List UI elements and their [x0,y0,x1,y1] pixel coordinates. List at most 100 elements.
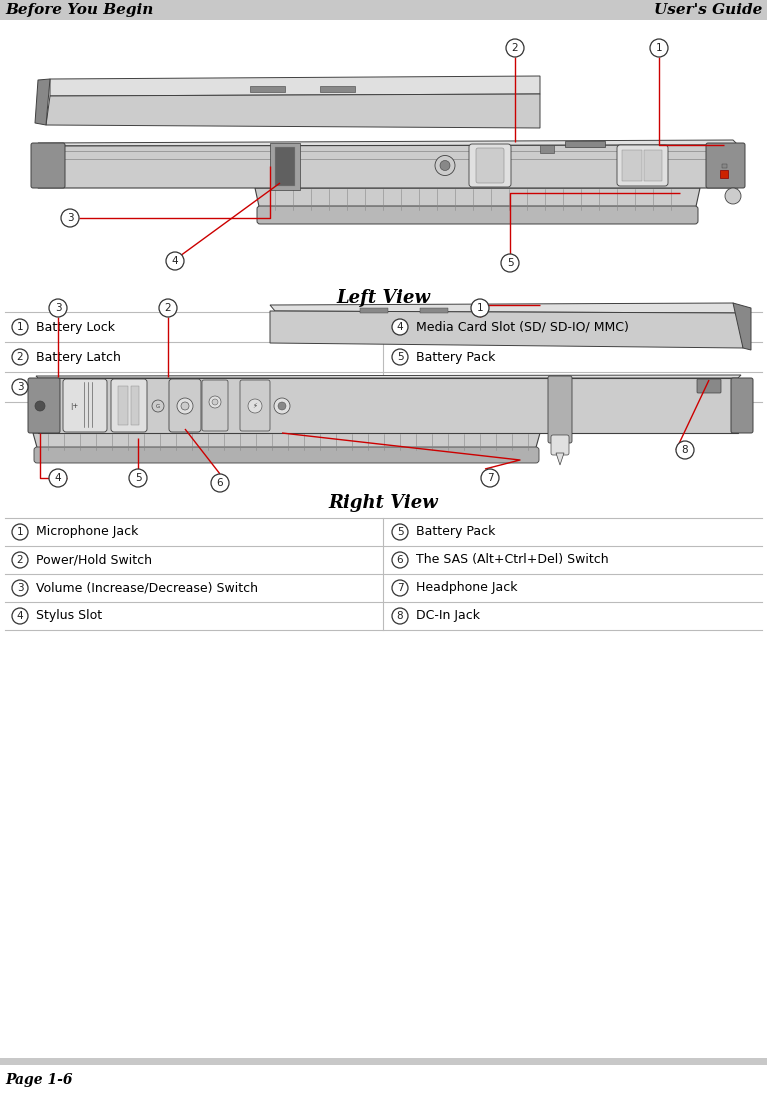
Text: 2: 2 [17,555,23,565]
Text: 5: 5 [397,527,403,537]
Circle shape [35,401,45,411]
Text: 6: 6 [217,479,223,487]
Circle shape [12,580,28,596]
FancyBboxPatch shape [63,379,107,432]
Circle shape [274,398,290,414]
Circle shape [392,319,408,335]
FancyBboxPatch shape [31,143,65,188]
Text: Page 1-6: Page 1-6 [5,1073,73,1087]
Text: 3: 3 [17,582,23,593]
Text: 3: 3 [54,303,61,313]
Polygon shape [38,140,738,146]
Text: Microphone Jack: Microphone Jack [36,525,138,539]
Text: 2: 2 [165,303,171,313]
Circle shape [166,252,184,271]
Text: 2: 2 [17,352,23,362]
Text: The SAS (Alt+Ctrl+Del) Switch: The SAS (Alt+Ctrl+Del) Switch [416,553,609,567]
Circle shape [12,524,28,540]
FancyBboxPatch shape [469,144,511,187]
FancyBboxPatch shape [169,379,201,432]
Circle shape [212,399,218,405]
Text: |+: |+ [70,402,78,409]
Text: 3: 3 [17,382,23,392]
Text: 5: 5 [397,352,403,362]
Text: 7: 7 [397,582,403,593]
Circle shape [209,396,221,408]
FancyBboxPatch shape [617,145,668,186]
Circle shape [506,39,524,57]
Text: Battery Pack: Battery Pack [416,351,495,363]
FancyBboxPatch shape [28,378,60,433]
Circle shape [725,188,741,203]
Bar [644,150,662,181]
Circle shape [392,580,408,596]
Text: ⚡: ⚡ [252,402,258,409]
Circle shape [481,468,499,487]
Text: 1: 1 [17,322,23,332]
Circle shape [49,299,67,318]
Circle shape [248,399,262,413]
Polygon shape [35,79,50,125]
Text: 7: 7 [487,473,493,483]
Circle shape [435,155,455,176]
Polygon shape [556,453,564,465]
Text: USB Connector: USB Connector [36,380,130,394]
Polygon shape [36,375,741,378]
Bar [565,141,605,146]
Bar [131,386,139,425]
Text: 1: 1 [476,303,483,313]
Circle shape [152,400,164,413]
Bar [0,1058,767,1065]
Polygon shape [38,378,738,433]
Text: 4: 4 [172,256,178,266]
Circle shape [12,319,28,335]
Text: Stylus Slot: Stylus Slot [36,609,102,623]
Bar [420,307,448,313]
Bar [118,386,128,425]
Text: 4: 4 [17,612,23,620]
Bar [622,150,642,181]
Polygon shape [38,145,738,188]
Circle shape [129,468,147,487]
Circle shape [440,161,450,171]
FancyBboxPatch shape [476,148,504,183]
Circle shape [392,349,408,364]
FancyBboxPatch shape [731,378,753,433]
FancyBboxPatch shape [551,435,569,455]
FancyBboxPatch shape [697,379,721,394]
Text: Power/Hold Switch: Power/Hold Switch [36,553,152,567]
Text: 1: 1 [656,42,663,53]
Polygon shape [50,76,540,96]
FancyBboxPatch shape [548,376,572,443]
Text: 8: 8 [397,612,403,620]
Text: Battery Pack: Battery Pack [416,525,495,539]
Text: Right View: Right View [328,494,439,512]
Bar [540,145,554,153]
Circle shape [177,398,193,414]
Circle shape [12,608,28,624]
Circle shape [61,209,79,227]
Circle shape [471,299,489,318]
Text: 4: 4 [54,473,61,483]
Text: Media Card Slot (SD/ SD-IO/ MMC): Media Card Slot (SD/ SD-IO/ MMC) [416,321,629,333]
Circle shape [392,524,408,540]
FancyBboxPatch shape [34,447,539,463]
Circle shape [49,468,67,487]
Text: Before You Begin: Before You Begin [5,3,153,17]
Polygon shape [46,94,540,127]
Text: 8: 8 [682,445,688,455]
Polygon shape [33,433,540,451]
Circle shape [12,349,28,364]
Circle shape [211,474,229,492]
Bar [275,146,295,186]
FancyBboxPatch shape [202,380,228,432]
Circle shape [12,379,28,395]
Circle shape [392,608,408,624]
Bar [250,86,285,92]
Text: DC-In Jack: DC-In Jack [416,609,480,623]
Circle shape [12,552,28,568]
Text: 5: 5 [507,258,513,268]
Circle shape [650,39,668,57]
Bar [722,164,727,168]
Text: Left View: Left View [337,288,430,307]
